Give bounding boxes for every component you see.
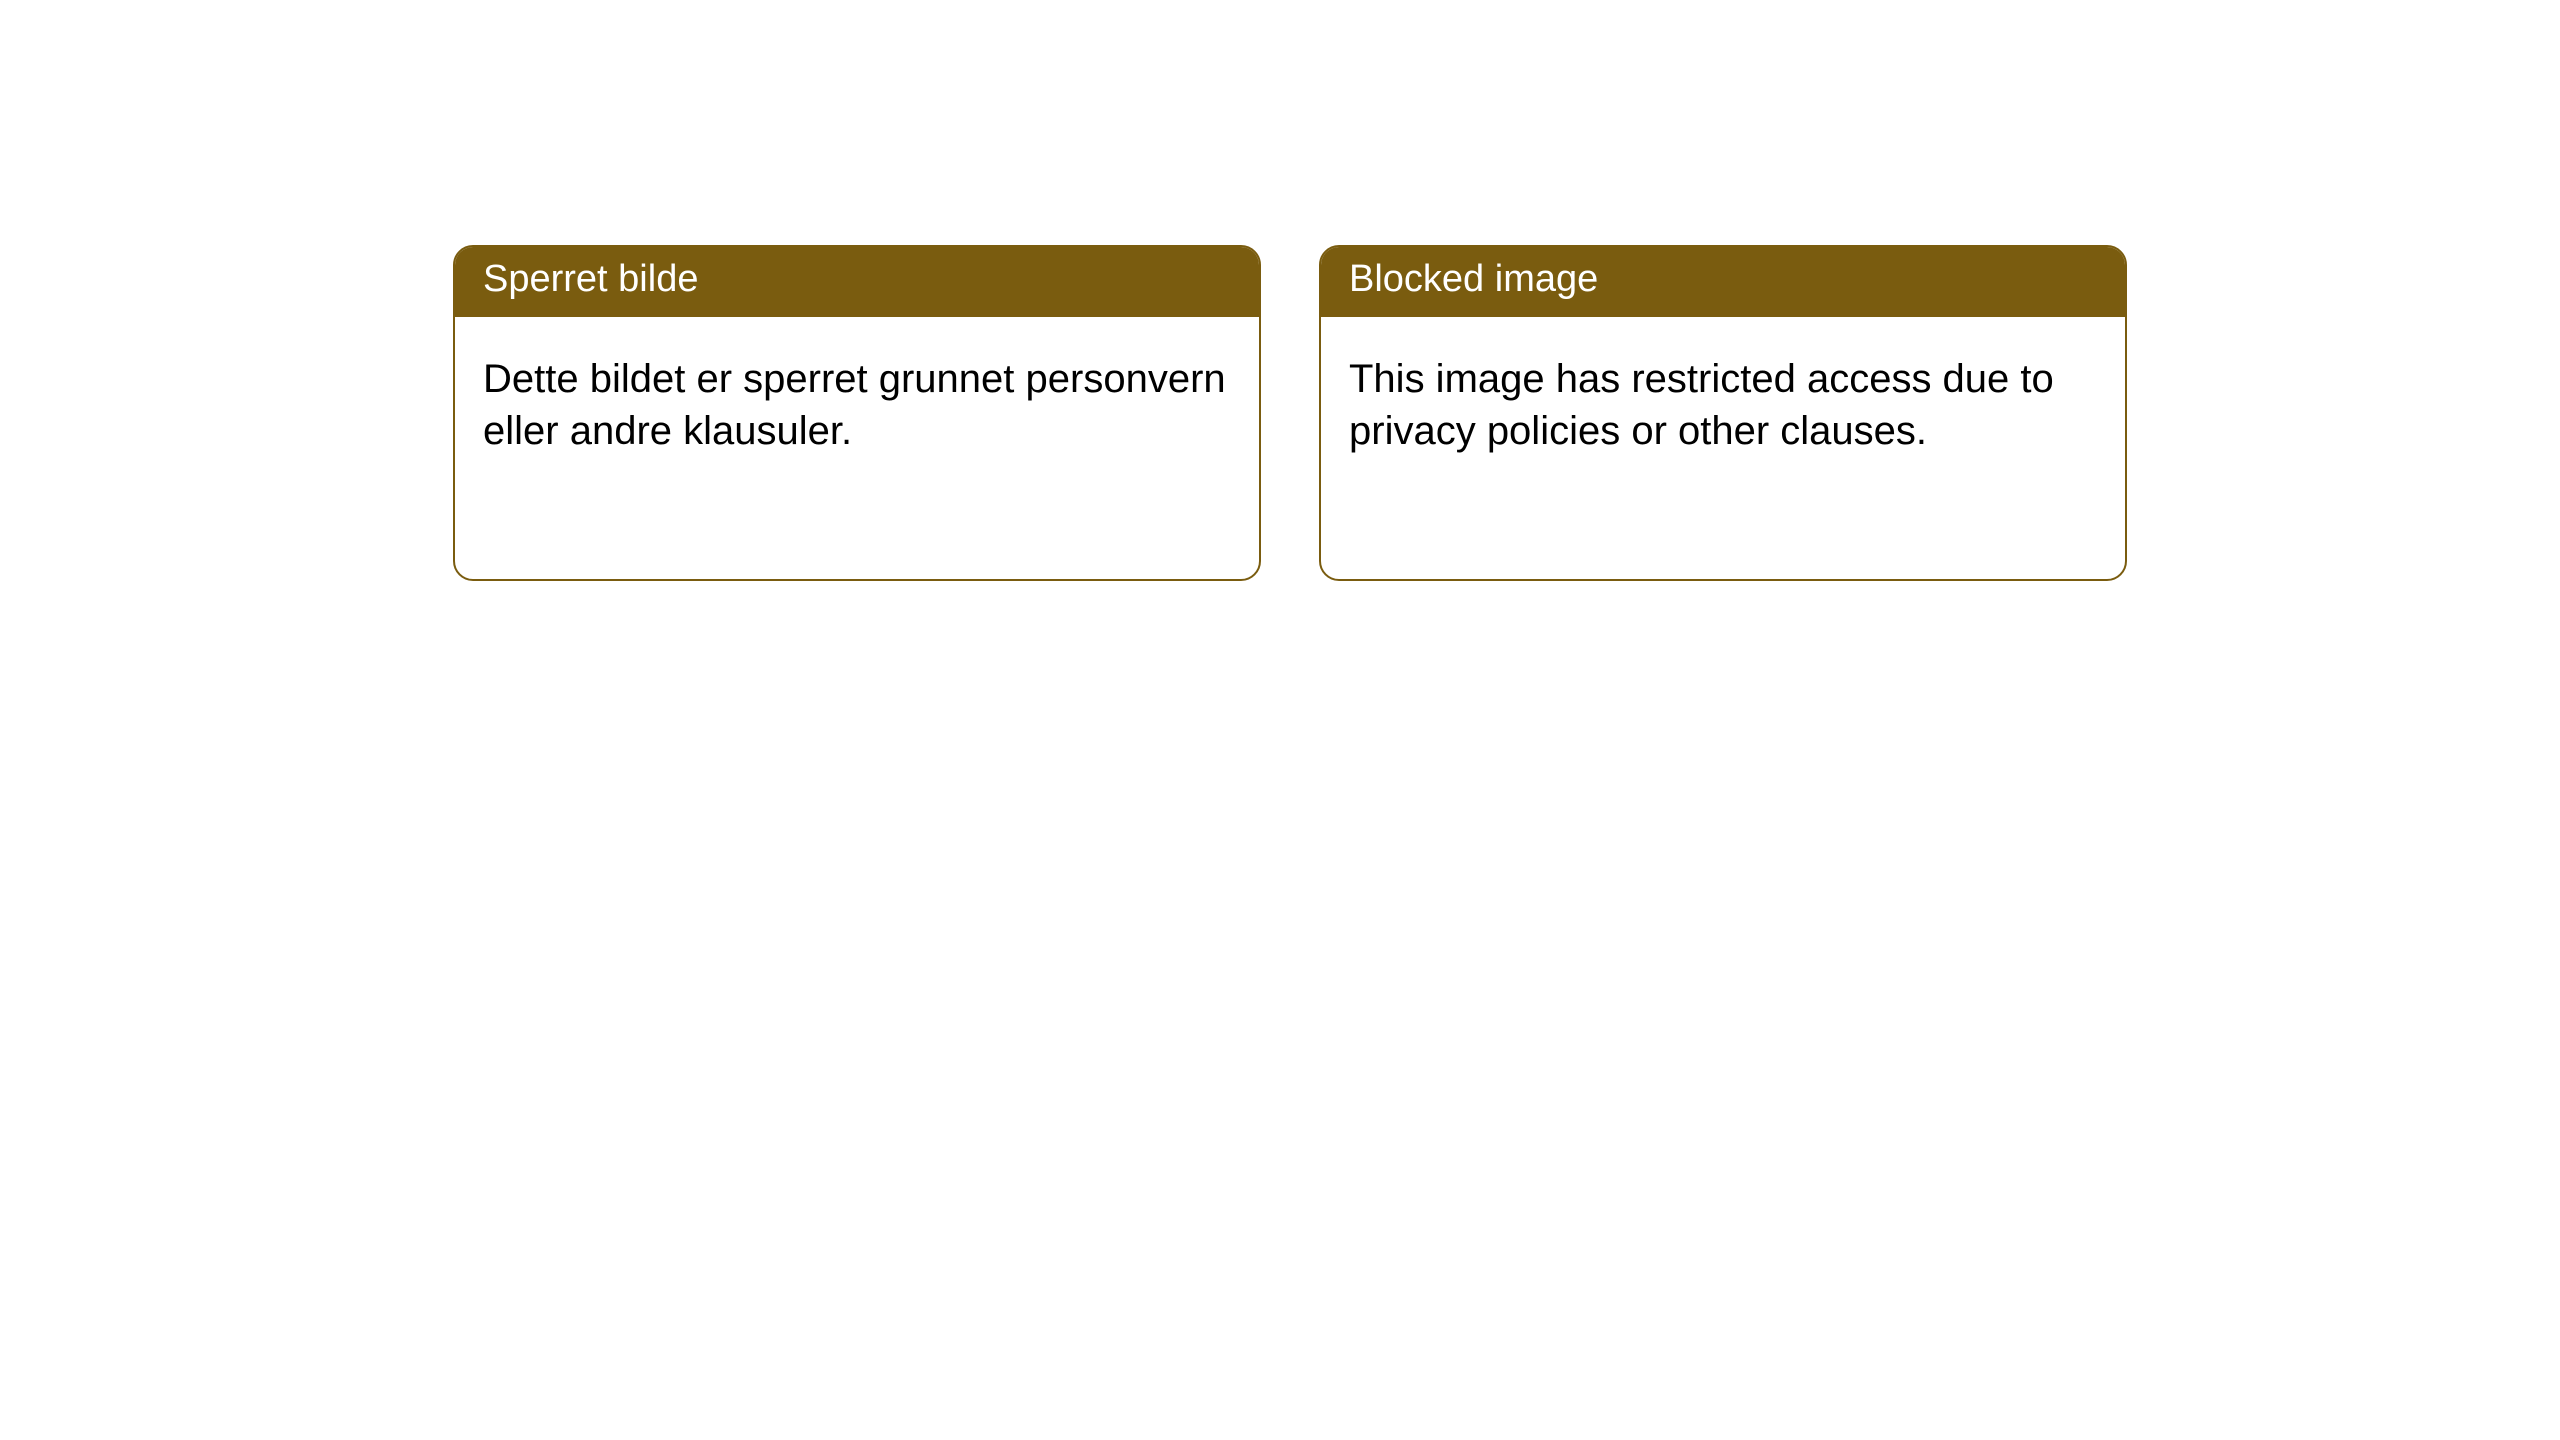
notice-card-english: Blocked image This image has restricted …: [1319, 245, 2127, 581]
notice-card-norwegian: Sperret bilde Dette bildet er sperret gr…: [453, 245, 1261, 581]
notice-container: Sperret bilde Dette bildet er sperret gr…: [0, 0, 2560, 581]
card-body: Dette bildet er sperret grunnet personve…: [455, 317, 1259, 485]
card-header: Sperret bilde: [455, 247, 1259, 317]
card-body: This image has restricted access due to …: [1321, 317, 2125, 485]
card-header: Blocked image: [1321, 247, 2125, 317]
